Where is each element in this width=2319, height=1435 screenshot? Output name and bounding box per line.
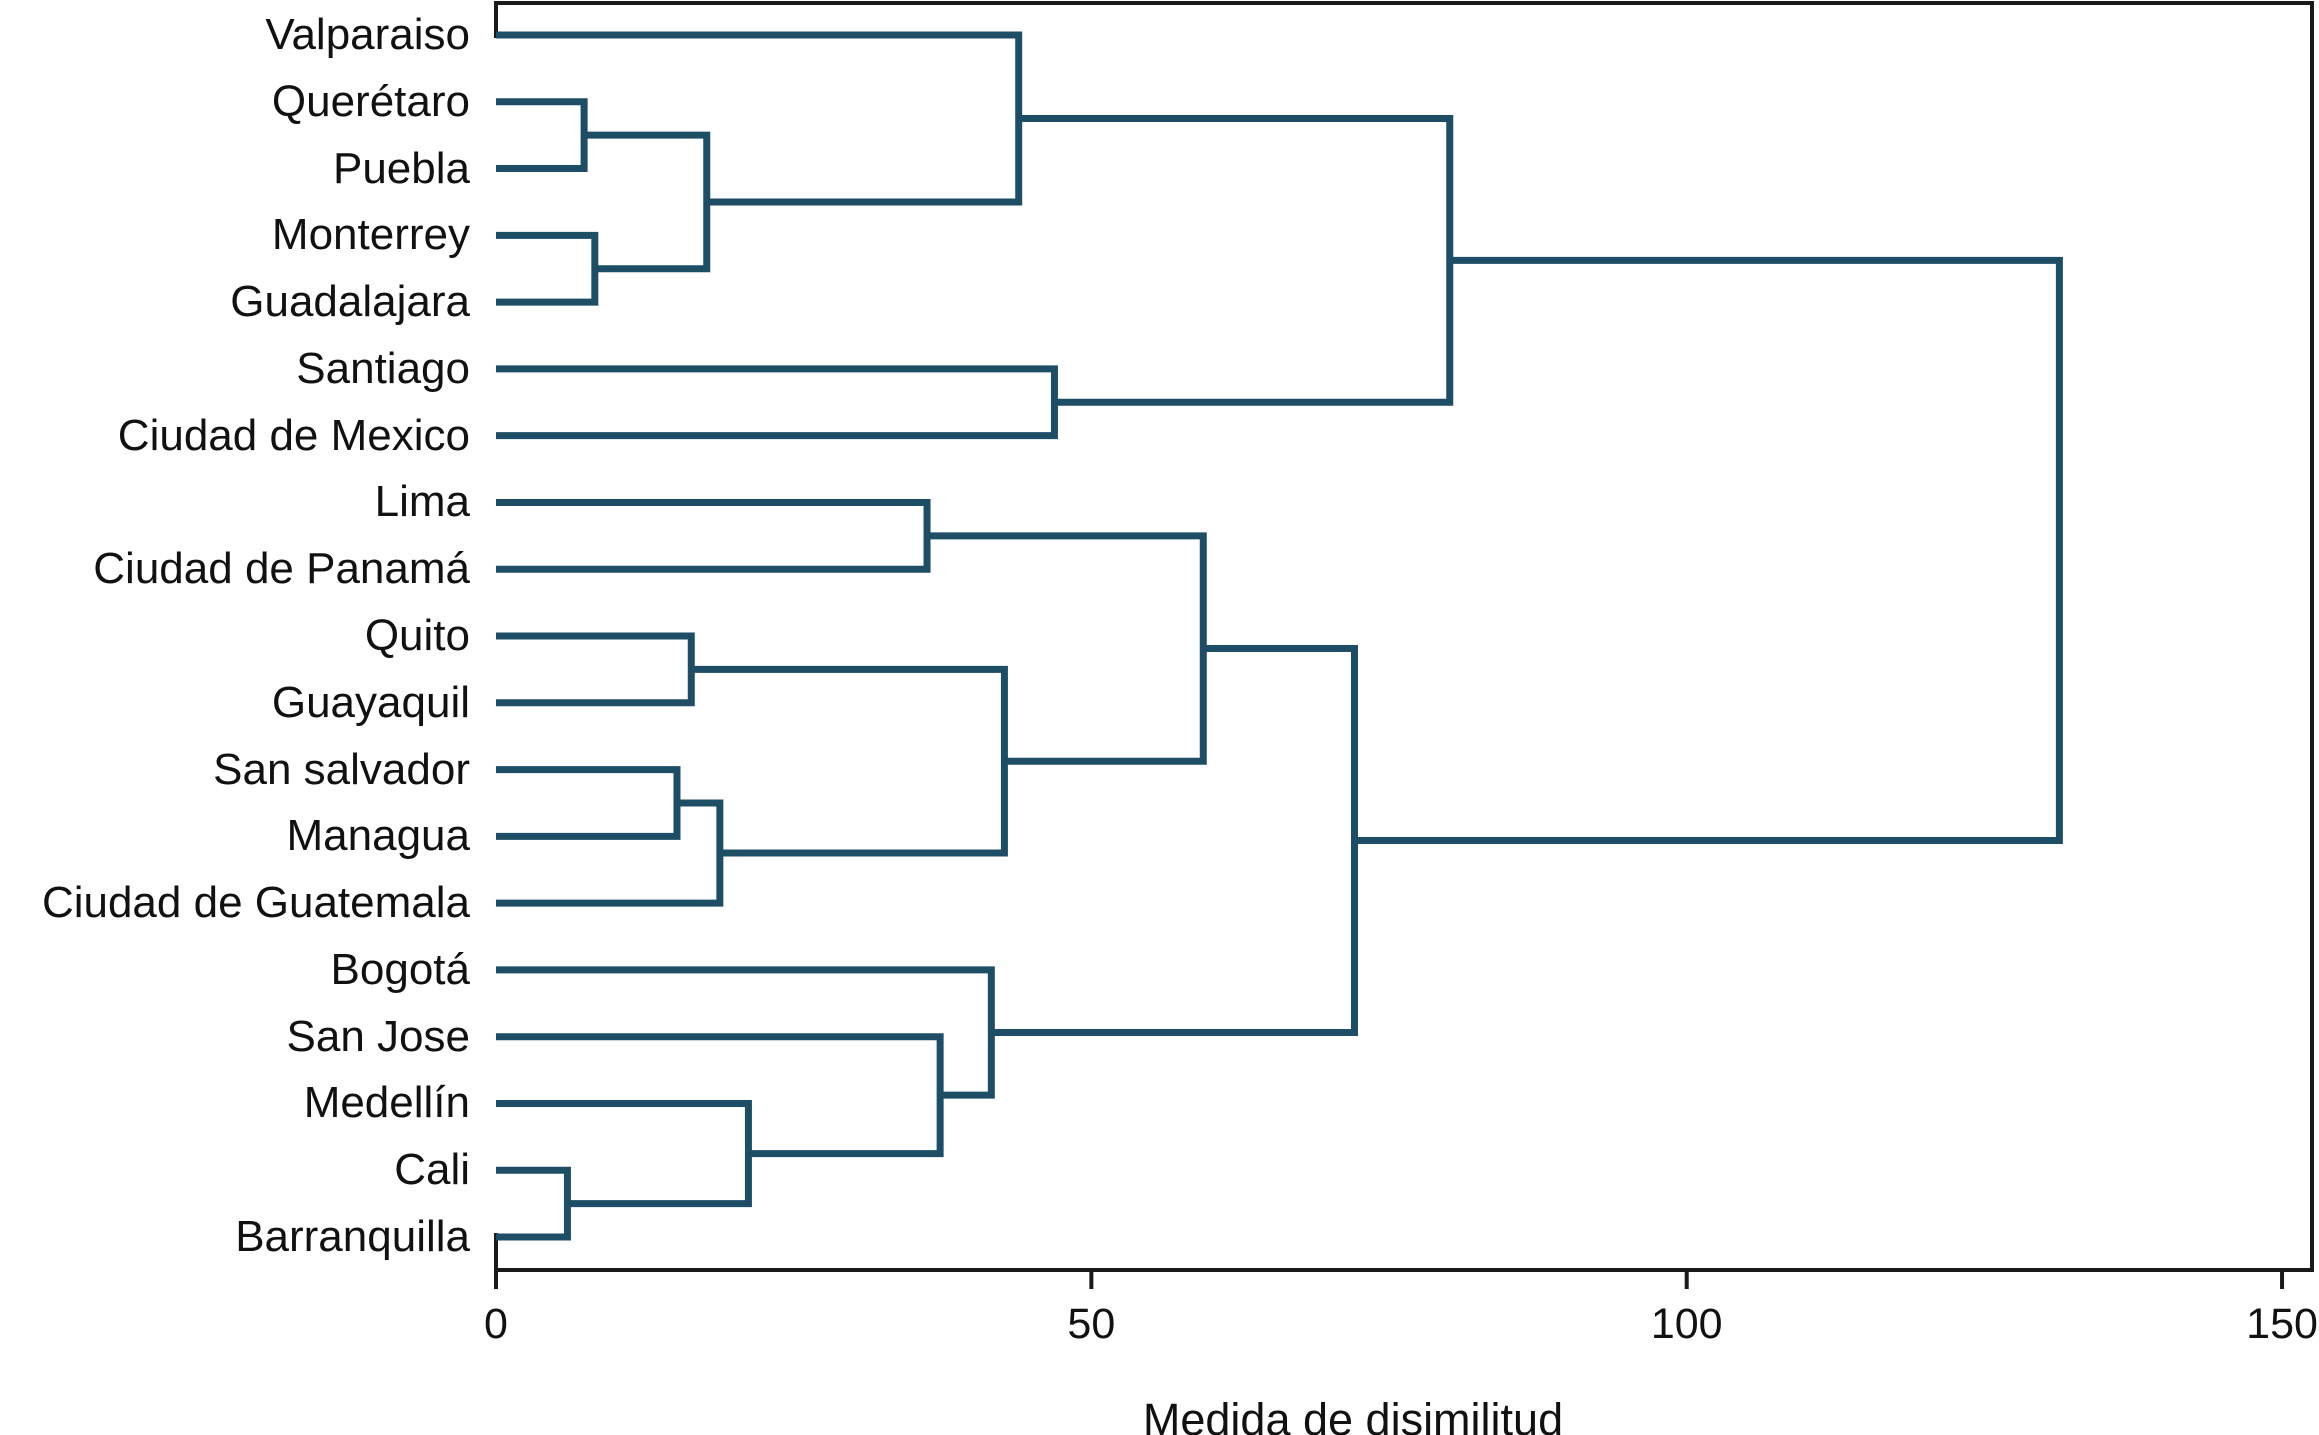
x-tick-label-50: 50: [1067, 1300, 1116, 1348]
x-tick-label-0: 0: [484, 1300, 508, 1348]
leaf-label-6: Ciudad de Mexico: [117, 410, 470, 460]
dendrogram-links: [496, 31, 2063, 1241]
leaf-label-9: Quito: [364, 611, 470, 661]
leaf-label-4: Guadalajara: [230, 277, 470, 327]
leaf-label-17: Cali: [394, 1145, 470, 1195]
leaf-label-13: Ciudad de Guatemala: [41, 878, 470, 928]
leaf-label-1: Querétaro: [271, 76, 470, 126]
x-tick-label-100: 100: [1650, 1300, 1723, 1348]
leaf-label-8: Ciudad de Panamá: [93, 544, 470, 594]
leaf-label-10: Guayaquil: [271, 677, 470, 727]
leaf-label-15: San Jose: [286, 1011, 470, 1061]
leaf-label-5: Santiago: [296, 343, 470, 393]
leaf-label-7: Lima: [374, 477, 470, 527]
leaf-label-0: Valparaiso: [265, 10, 470, 59]
plot-frame-and-axis: [494, 1, 2314, 1289]
leaf-label-14: Bogotá: [330, 944, 470, 994]
leaf-label-2: Puebla: [332, 143, 470, 193]
x-axis-title: Medida de disimilitud: [1142, 1394, 1564, 1435]
leaf-label-11: San salvador: [213, 744, 470, 794]
leaf-label-16: Medellín: [303, 1078, 470, 1128]
x-tick-label-150: 150: [2246, 1300, 2318, 1348]
leaf-label-18: Barranquilla: [235, 1212, 470, 1262]
leaf-label-12: Managua: [286, 811, 470, 861]
leaf-label-3: Monterrey: [271, 210, 470, 260]
